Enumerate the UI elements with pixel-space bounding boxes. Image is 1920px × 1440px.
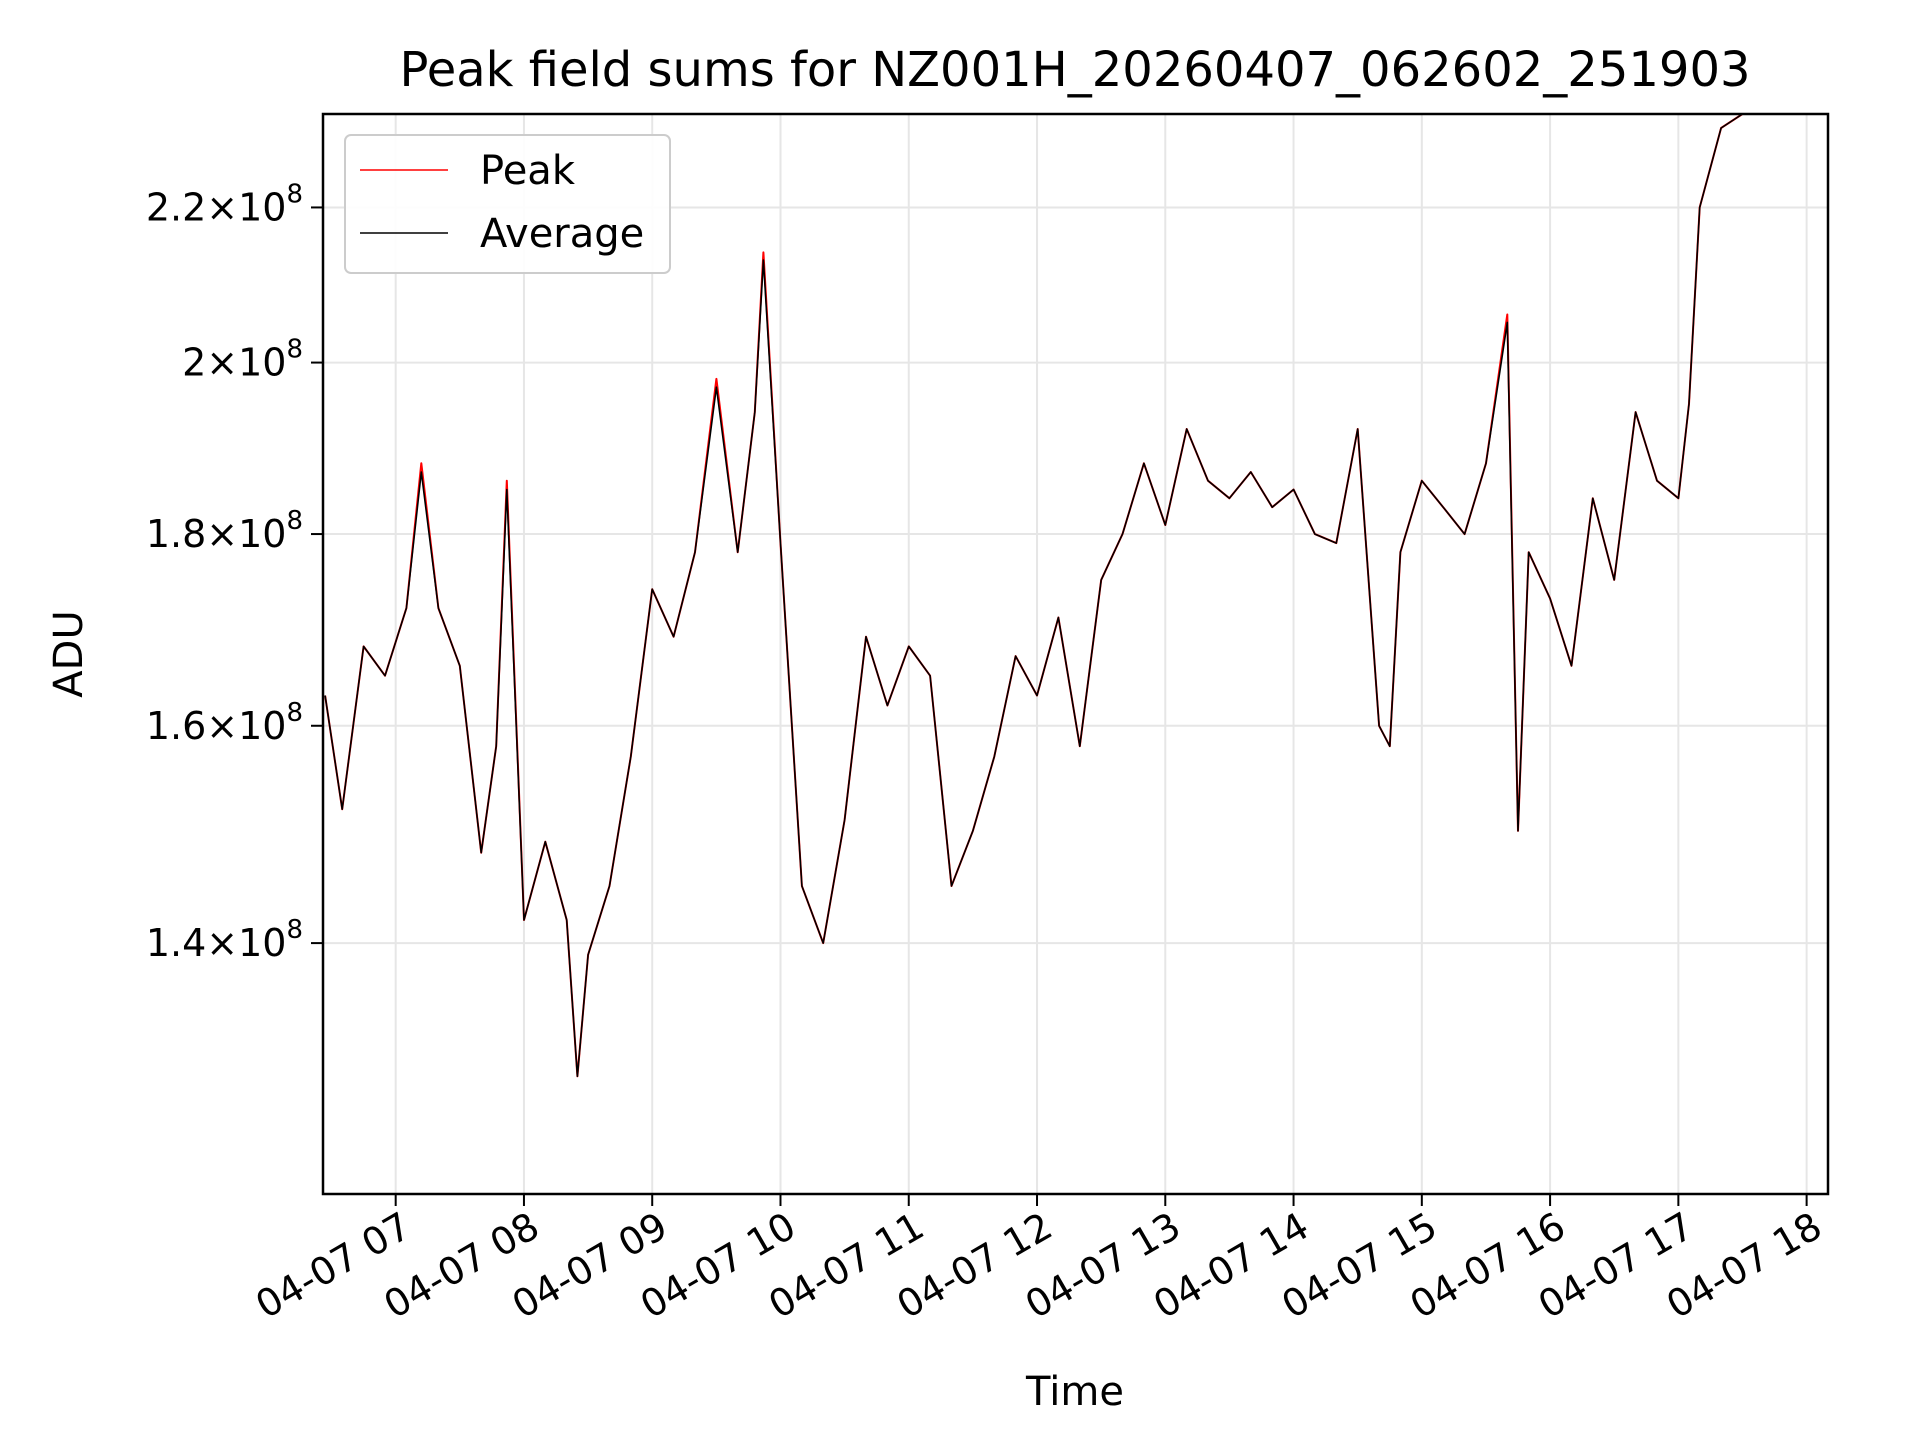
chart-title: Peak field sums for NZ001H_20260407_0626… bbox=[399, 42, 1750, 98]
plot-frame bbox=[321, 112, 1830, 1196]
legend: Peak Average bbox=[344, 134, 671, 274]
y-tick-label: 1.4×108 bbox=[146, 915, 303, 965]
y-tick-label: 2×108 bbox=[182, 335, 303, 385]
x-axis-label: Time bbox=[1025, 1369, 1124, 1415]
series-group bbox=[324, 113, 1744, 1078]
y-axis: 2.2×108 2×108 1.8×108 1.6×108 1.4×108 bbox=[146, 179, 323, 965]
series-line-average bbox=[324, 113, 1743, 1078]
legend-label-average: Average bbox=[480, 211, 644, 257]
legend-label-peak: Peak bbox=[480, 148, 576, 194]
y-axis-label: ADU bbox=[46, 610, 92, 697]
y-tick-label: 1.6×108 bbox=[146, 698, 303, 748]
y-tick-label: 1.8×108 bbox=[146, 506, 303, 556]
grid bbox=[323, 114, 1828, 1194]
y-tick-label: 2.2×108 bbox=[146, 179, 303, 229]
